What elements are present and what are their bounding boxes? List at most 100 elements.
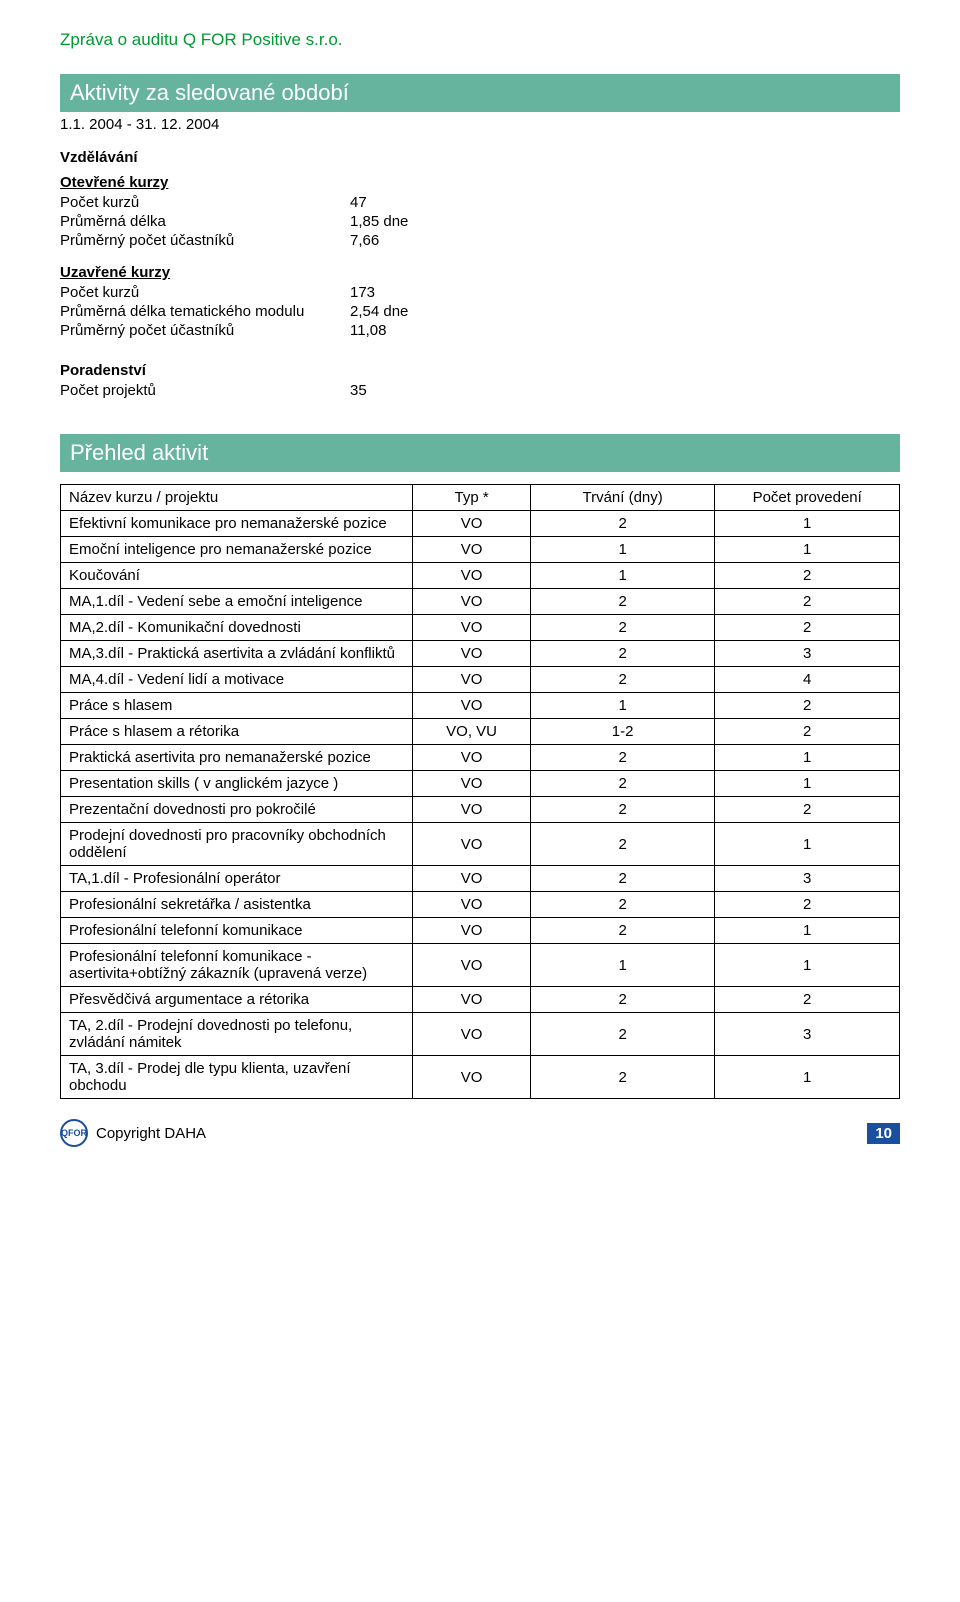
table-row: TA,1.díl - Profesionální operátorVO23	[61, 866, 900, 892]
kv-key: Průměrný počet účastníků	[60, 321, 340, 340]
cell-type: VO	[413, 918, 530, 944]
table-row: MA,1.díl - Vedení sebe a emoční intelige…	[61, 589, 900, 615]
kv-value: 7,66	[340, 231, 408, 250]
cell-count: 3	[715, 641, 900, 667]
kv-row: Počet kurzů47	[60, 193, 408, 212]
table-row: Prodejní dovednosti pro pracovníky obcho…	[61, 823, 900, 866]
table-row: Emoční inteligence pro nemanažerské pozi…	[61, 537, 900, 563]
kv-key: Průměrný počet účastníků	[60, 231, 340, 250]
kv-key: Počet projektů	[60, 381, 340, 400]
cell-name: Koučování	[61, 563, 413, 589]
cell-name: MA,4.díl - Vedení lidí a motivace	[61, 667, 413, 693]
table-row: Prezentační dovednosti pro pokročiléVO22	[61, 797, 900, 823]
cell-type: VO	[413, 1013, 530, 1056]
table-row: Efektivní komunikace pro nemanažerské po…	[61, 511, 900, 537]
kv-row: Průměrná délka tematického modulu2,54 dn…	[60, 302, 408, 321]
table-row: KoučováníVO12	[61, 563, 900, 589]
cell-count: 2	[715, 693, 900, 719]
cell-duration: 1-2	[530, 719, 715, 745]
cell-name: MA,3.díl - Praktická asertivita a zvládá…	[61, 641, 413, 667]
cell-type: VO	[413, 615, 530, 641]
cell-name: Profesionální sekretářka / asistentka	[61, 892, 413, 918]
table-row: Práce s hlasem a rétorikaVO, VU1-22	[61, 719, 900, 745]
cell-count: 2	[715, 797, 900, 823]
cell-count: 1	[715, 823, 900, 866]
cell-duration: 2	[530, 589, 715, 615]
kv-value: 2,54 dne	[340, 302, 408, 321]
banner-prehled: Přehled aktivit	[60, 434, 900, 472]
cell-duration: 1	[530, 563, 715, 589]
page-footer: QFOR Copyright DAHA 10	[60, 1119, 900, 1147]
kv-key: Počet kurzů	[60, 283, 340, 302]
kv-value: 35	[340, 381, 367, 400]
cell-name: Prezentační dovednosti pro pokročilé	[61, 797, 413, 823]
cell-count: 2	[715, 589, 900, 615]
table-row: Práce s hlasemVO12	[61, 693, 900, 719]
cell-type: VO	[413, 667, 530, 693]
cell-type: VO	[413, 745, 530, 771]
cell-count: 1	[715, 1056, 900, 1099]
table-row: Profesionální telefonní komunikace - ase…	[61, 944, 900, 987]
kv-value: 47	[340, 193, 408, 212]
cell-count: 1	[715, 771, 900, 797]
cell-name: MA,1.díl - Vedení sebe a emoční intelige…	[61, 589, 413, 615]
cell-type: VO	[413, 563, 530, 589]
cell-duration: 2	[530, 866, 715, 892]
cell-type: VO	[413, 1056, 530, 1099]
period-text: 1.1. 2004 - 31. 12. 2004	[60, 116, 900, 133]
cell-count: 4	[715, 667, 900, 693]
activities-table: Název kurzu / projektu Typ * Trvání (dny…	[60, 484, 900, 1099]
kv-value: 11,08	[340, 321, 408, 340]
heading-closed-courses: Uzavřené kurzy	[60, 264, 170, 281]
cell-type: VO	[413, 589, 530, 615]
kv-row: Počet kurzů173	[60, 283, 408, 302]
kv-key: Počet kurzů	[60, 193, 340, 212]
cell-duration: 2	[530, 615, 715, 641]
cell-name: TA, 2.díl - Prodejní dovednosti po telef…	[61, 1013, 413, 1056]
cell-name: Prodejní dovednosti pro pracovníky obcho…	[61, 823, 413, 866]
col-count: Počet provedení	[715, 485, 900, 511]
cell-count: 1	[715, 537, 900, 563]
heading-poradenstvi: Poradenství	[60, 362, 900, 379]
table-row: MA,4.díl - Vedení lidí a motivaceVO24	[61, 667, 900, 693]
open-courses-table: Počet kurzů47Průměrná délka1,85 dnePrůmě…	[60, 193, 408, 250]
banner-aktivity: Aktivity za sledované období	[60, 74, 900, 112]
cell-name: Praktická asertivita pro nemanažerské po…	[61, 745, 413, 771]
cell-count: 2	[715, 615, 900, 641]
kv-key: Průměrná délka	[60, 212, 340, 231]
table-row: MA,2.díl - Komunikační dovednostiVO22	[61, 615, 900, 641]
closed-courses-table: Počet kurzů173Průměrná délka tematického…	[60, 283, 408, 340]
cell-duration: 1	[530, 944, 715, 987]
cell-type: VO, VU	[413, 719, 530, 745]
cell-count: 2	[715, 563, 900, 589]
cell-duration: 2	[530, 771, 715, 797]
table-row: Praktická asertivita pro nemanažerské po…	[61, 745, 900, 771]
cell-count: 1	[715, 918, 900, 944]
heading-vzdelavani: Vzdělávání	[60, 149, 900, 166]
col-duration: Trvání (dny)	[530, 485, 715, 511]
cell-name: TA,1.díl - Profesionální operátor	[61, 866, 413, 892]
cell-count: 2	[715, 987, 900, 1013]
cell-type: VO	[413, 892, 530, 918]
table-row: Přesvědčivá argumentace a rétorikaVO22	[61, 987, 900, 1013]
cell-type: VO	[413, 987, 530, 1013]
cell-name: Efektivní komunikace pro nemanažerské po…	[61, 511, 413, 537]
kv-row: Průměrná délka1,85 dne	[60, 212, 408, 231]
table-row: MA,3.díl - Praktická asertivita a zvládá…	[61, 641, 900, 667]
cell-duration: 2	[530, 1056, 715, 1099]
cell-name: Profesionální telefonní komunikace	[61, 918, 413, 944]
cell-type: VO	[413, 537, 530, 563]
cell-type: VO	[413, 823, 530, 866]
cell-type: VO	[413, 693, 530, 719]
cell-count: 2	[715, 719, 900, 745]
cell-duration: 2	[530, 745, 715, 771]
table-row: Presentation skills ( v anglickém jazyce…	[61, 771, 900, 797]
table-row: TA, 2.díl - Prodejní dovednosti po telef…	[61, 1013, 900, 1056]
table-row: Profesionální sekretářka / asistentkaVO2…	[61, 892, 900, 918]
cell-duration: 2	[530, 823, 715, 866]
poradenstvi-table: Počet projektů35	[60, 381, 367, 400]
col-name: Název kurzu / projektu	[61, 485, 413, 511]
cell-duration: 2	[530, 797, 715, 823]
copyright-text: Copyright DAHA	[96, 1125, 206, 1142]
cell-count: 3	[715, 1013, 900, 1056]
